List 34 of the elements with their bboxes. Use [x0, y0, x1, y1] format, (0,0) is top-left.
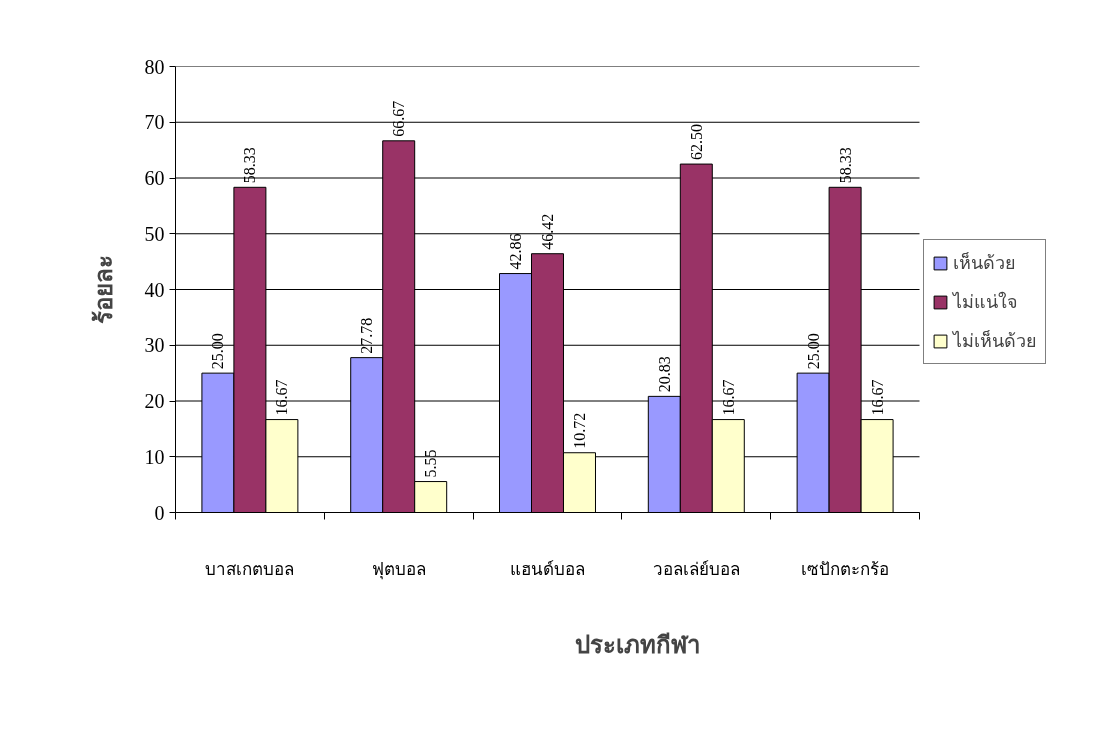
data-label: 58.33 — [836, 147, 854, 184]
y-tick-label: 0 — [154, 501, 165, 524]
y-tick-label: 20 — [144, 390, 165, 412]
data-label: 46.42 — [539, 213, 556, 250]
legend-label: ไม่แน่ใจ — [953, 290, 1018, 314]
y-axis-title: ร้อยละ — [90, 255, 117, 324]
x-axis-title: ประเภทกีฬา — [575, 631, 700, 658]
data-label: 16.67 — [719, 379, 737, 416]
legend-label: ไม่เห็นด้วย — [953, 329, 1037, 353]
data-label: 25.00 — [804, 333, 822, 370]
data-label: 16.67 — [273, 379, 291, 416]
data-label: 25.00 — [209, 333, 227, 370]
data-label: 27.78 — [358, 317, 376, 354]
x-tick-label: แฮนด์บอล — [510, 559, 585, 579]
x-tick-label: บาสเกตบอล — [205, 559, 295, 579]
x-tick-label: วอลเล่ย์บอล — [652, 559, 740, 579]
y-tick-label: 70 — [144, 111, 165, 134]
y-tick-label: 30 — [144, 334, 165, 357]
y-tick-label: 80 — [144, 55, 165, 78]
data-label: 16.67 — [868, 379, 886, 416]
x-tick-label: ฟุตบอล — [371, 559, 426, 580]
legend-label: เห็นด้วย — [953, 251, 1016, 275]
data-label: 10.72 — [570, 412, 588, 449]
data-label: 58.33 — [241, 147, 259, 184]
data-label: 20.83 — [655, 356, 673, 393]
y-tick-label: 40 — [144, 278, 165, 301]
data-label: 66.67 — [390, 100, 408, 137]
y-tick-label: 50 — [144, 222, 165, 245]
x-tick-label: เซปักตะกร้อ — [801, 559, 890, 579]
data-label: 5.55 — [422, 449, 440, 478]
y-tick-label: 60 — [144, 167, 165, 189]
data-label: 42.86 — [507, 233, 525, 270]
data-label: 62.50 — [687, 124, 705, 161]
y-tick-label: 10 — [144, 445, 165, 468]
